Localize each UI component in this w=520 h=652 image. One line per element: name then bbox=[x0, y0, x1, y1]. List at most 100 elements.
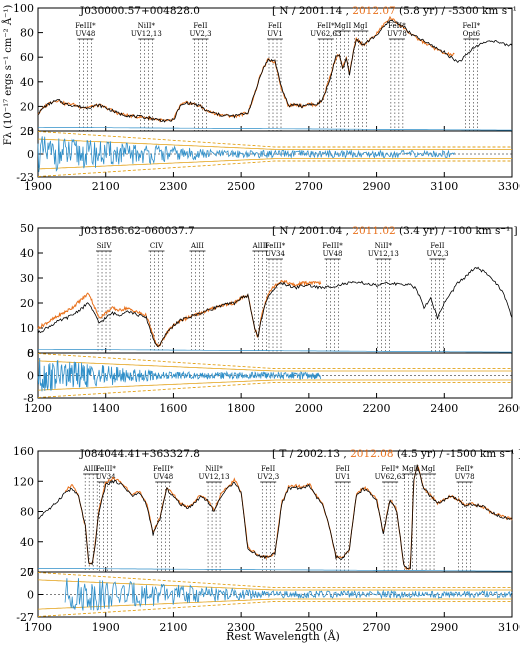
x-tick-label: 3100 bbox=[430, 180, 458, 193]
line-id-multiplet: UV48 bbox=[323, 250, 343, 258]
residual-spectrum bbox=[37, 136, 455, 173]
error-spectrum bbox=[38, 348, 512, 353]
spectrum-late bbox=[64, 464, 513, 571]
line-id-label: CIV bbox=[150, 242, 164, 250]
residual-envelope-outer bbox=[37, 131, 512, 148]
y-tick-label: 100 bbox=[13, 2, 34, 15]
epoch-header-early: [ N / 2001.14 , bbox=[272, 5, 352, 17]
line-id-label: FeIII* UV34 bbox=[96, 465, 117, 481]
residual-tick-label: 0 bbox=[27, 589, 34, 602]
line-id-multiplet: UV48 bbox=[75, 30, 95, 38]
y-tick-label: 160 bbox=[13, 445, 34, 458]
line-id-multiplet: UV12,13 bbox=[131, 30, 162, 38]
residual-envelope-outer bbox=[37, 600, 512, 617]
residual-tick-label: 0 bbox=[27, 370, 34, 383]
line-id-species: FeIII* bbox=[322, 242, 343, 250]
residual-envelope-inner bbox=[38, 598, 512, 610]
spectrum-early bbox=[37, 19, 513, 123]
epoch-header: [ N / 2001.14 , 2012.07 (5.8 yr) / -5300… bbox=[272, 5, 520, 17]
line-id-species: NiII* bbox=[138, 22, 156, 30]
line-id-label: FeII* UV62,63 bbox=[375, 465, 406, 481]
line-id-label: FeII UV2,3 bbox=[257, 465, 279, 481]
line-id-species: FeIII* bbox=[96, 465, 117, 473]
line-id-label: AlII bbox=[190, 242, 204, 250]
object-name: J084044.41+363327.8 bbox=[79, 448, 200, 460]
line-id-label: FeII* Opt6 bbox=[463, 22, 481, 38]
x-tick-label: 1800 bbox=[227, 402, 255, 415]
residual-tick-label: -27 bbox=[16, 611, 34, 624]
x-tick-label: 2100 bbox=[159, 621, 187, 634]
residual-envelope-outer bbox=[37, 160, 512, 177]
line-id-multiplet: UV78 bbox=[455, 473, 475, 481]
line-id-label: FeII UV1 bbox=[335, 465, 350, 481]
x-tick-label: 2500 bbox=[295, 621, 323, 634]
residual-envelope-inner bbox=[38, 138, 512, 150]
error-spectrum bbox=[38, 568, 513, 572]
residual-envelope-outer bbox=[37, 381, 512, 399]
line-id-multiplet: UV2,3 bbox=[257, 473, 279, 481]
x-tick-label: 2300 bbox=[227, 621, 255, 634]
line-id-label: NiII* UV12,13 bbox=[131, 22, 162, 38]
line-id-species: FeIII* bbox=[265, 242, 286, 250]
line-id-species: MgII bbox=[334, 22, 351, 30]
line-id-species: FeII bbox=[268, 22, 282, 30]
spectrum-early bbox=[37, 464, 513, 570]
line-id-label: MgII bbox=[334, 22, 351, 30]
y-tick-label: 10 bbox=[20, 322, 34, 335]
spectrum-early bbox=[37, 266, 513, 348]
residual-spectrum bbox=[64, 578, 513, 611]
residual-envelope-inner bbox=[38, 579, 512, 591]
y-tick-label: 0 bbox=[27, 125, 34, 138]
line-id-label: FeII UV2,3 bbox=[426, 242, 448, 258]
line-id-multiplet: Opt6 bbox=[463, 30, 481, 38]
epoch-header-suffix: (4.5 yr) / -1500 km s⁻¹ ] bbox=[394, 448, 520, 460]
y-axis-label: Fλ (10⁻¹⁷ ergs s⁻¹ cm⁻² Å⁻¹) bbox=[2, 5, 14, 146]
x-tick-label: 1200 bbox=[24, 402, 52, 415]
spectrum-late bbox=[37, 15, 455, 123]
x-tick-label: 2500 bbox=[227, 180, 255, 193]
panel-3: J084044.41+363327.8 [ T / 2002.13 , 2012.… bbox=[13, 445, 520, 634]
x-tick-label: 2900 bbox=[363, 180, 391, 193]
residual-envelope-inner bbox=[38, 158, 512, 170]
line-id-label: AlIII bbox=[252, 242, 269, 250]
line-id-species: AlIII bbox=[82, 465, 99, 473]
line-id-label: MgI bbox=[421, 465, 436, 473]
x-tick-label: 2700 bbox=[295, 180, 323, 193]
epoch-header-late: 2011.02 bbox=[352, 225, 395, 237]
line-id-multiplet: UV78 bbox=[387, 30, 407, 38]
residual-envelope-inner bbox=[38, 379, 512, 391]
line-id-multiplet: UV2,3 bbox=[426, 250, 448, 258]
line-id-species: MgII bbox=[402, 465, 419, 473]
line-id-multiplet: UV34 bbox=[96, 473, 116, 481]
epoch-header-early: [ N / 2001.04 , bbox=[272, 225, 352, 237]
x-tick-label: 3100 bbox=[498, 621, 520, 634]
y-tick-label: 0 bbox=[27, 566, 34, 579]
line-id-multiplet: UV62,63 bbox=[310, 30, 341, 38]
line-id-label: FeIII* UV48 bbox=[75, 22, 96, 38]
line-id-label: SiIV bbox=[97, 242, 113, 250]
epoch-header: [ N / 2001.04 , 2011.02 (3.4 yr) / -100 … bbox=[272, 225, 518, 237]
x-axis-label: Rest Wavelength (Å) bbox=[226, 629, 340, 643]
line-id-species: MgI bbox=[421, 465, 436, 473]
x-tick-label: 2200 bbox=[363, 402, 391, 415]
y-tick-label: 80 bbox=[20, 27, 34, 40]
line-id-label: FeII UV2,3 bbox=[189, 22, 211, 38]
line-id-species: FeII* bbox=[463, 22, 481, 30]
x-tick-label: 2000 bbox=[295, 402, 323, 415]
line-id-multiplet: UV12,13 bbox=[199, 473, 230, 481]
line-id-species: NiII* bbox=[375, 242, 393, 250]
line-id-multiplet: UV1 bbox=[267, 30, 282, 38]
error-spectrum bbox=[38, 126, 512, 131]
residual-tick-label: 23 bbox=[20, 125, 34, 138]
line-id-species: FeII bbox=[336, 465, 350, 473]
epoch-header-late: 2012.08 bbox=[350, 448, 393, 460]
line-id-species: FeII* bbox=[388, 22, 406, 30]
line-id-species: FeII bbox=[261, 465, 275, 473]
line-id-species: NiII* bbox=[205, 465, 223, 473]
line-id-species: FeIII* bbox=[75, 22, 96, 30]
y-tick-label: 50 bbox=[20, 222, 34, 235]
epoch-header-early: [ T / 2002.13 , bbox=[272, 448, 350, 460]
residual-tick-label: -8 bbox=[23, 392, 34, 405]
residual-spectrum bbox=[37, 357, 322, 392]
